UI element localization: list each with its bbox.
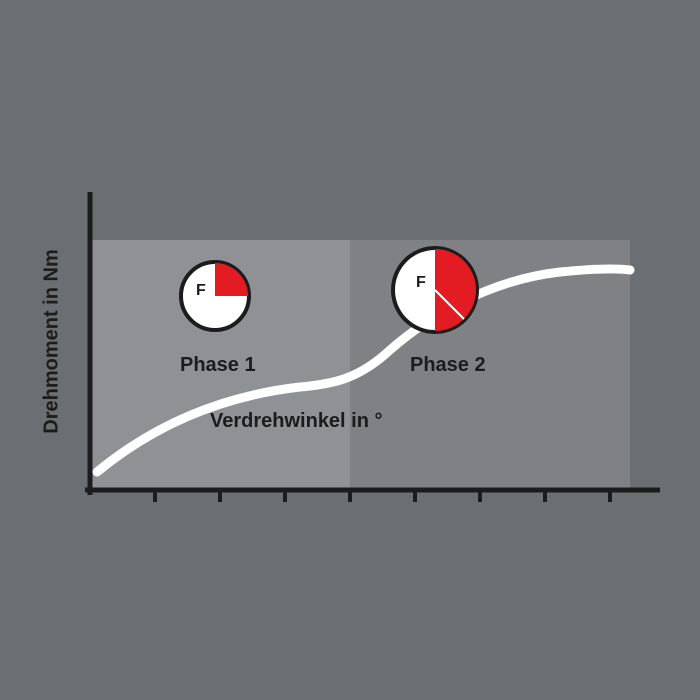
phase2-label: Phase 2 — [410, 354, 486, 377]
chart-container: Drehmoment in Nm Verdrehwinkel in ° Phas… — [0, 0, 700, 700]
dial1-f-label: F — [196, 282, 206, 300]
y-axis-label-wrap: Drehmoment in Nm — [40, 192, 64, 490]
phase1-label: Phase 1 — [180, 354, 256, 377]
dial-phase1 — [181, 262, 249, 330]
x-axis-label: Verdrehwinkel in ° — [210, 410, 383, 433]
dial-phase2 — [393, 248, 477, 332]
dial2-f-label: F — [416, 274, 426, 292]
lower-shade-region — [90, 380, 240, 490]
phase2-region — [350, 240, 630, 490]
y-axis-label: Drehmoment in Nm — [41, 249, 64, 433]
torque-angle-chart — [0, 0, 700, 700]
